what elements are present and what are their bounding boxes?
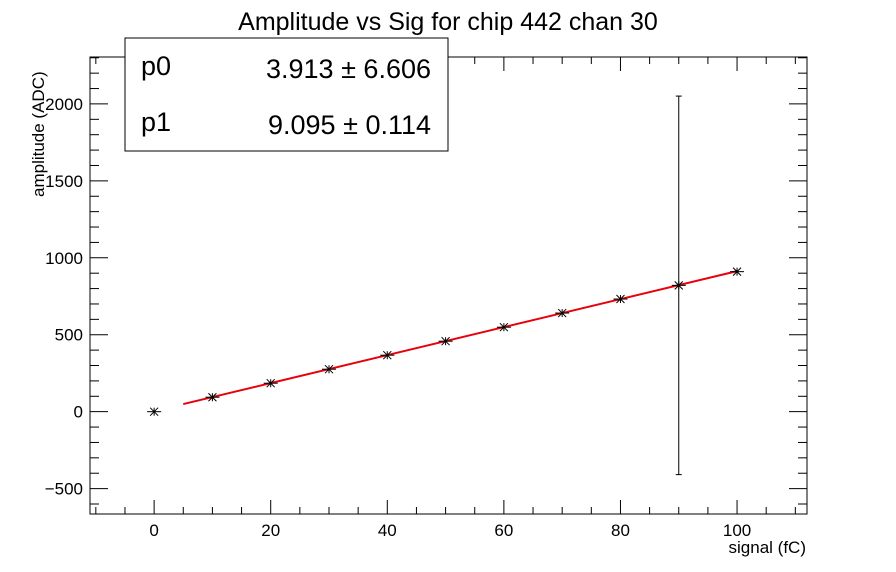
x-tick-label: 80 — [611, 521, 630, 540]
data-point — [322, 364, 336, 374]
data-point — [438, 336, 453, 346]
stats-pm-symbol: ± — [343, 110, 358, 140]
stats-box: p0 3.913 ± 6.606 p1 9.095 ± 0.114 — [124, 37, 449, 152]
y-axis-label: amplitude (ADC) — [29, 71, 48, 197]
y-tick-label: 0 — [74, 403, 83, 422]
data-point — [496, 322, 511, 332]
x-tick-label: 100 — [723, 521, 751, 540]
data-point — [613, 294, 628, 304]
y-tick-label: 500 — [55, 326, 83, 345]
stats-value-number: 3.913 — [266, 54, 334, 84]
data-point — [671, 95, 686, 476]
data-point — [555, 308, 570, 318]
data-point — [263, 378, 278, 388]
stats-value-number: 9.095 — [268, 110, 336, 140]
data-point — [730, 267, 745, 277]
stats-name: p1 — [141, 107, 171, 137]
x-tick-label: 40 — [378, 521, 397, 540]
fit-line — [183, 270, 738, 406]
stats-pm-symbol: ± — [341, 54, 356, 84]
x-tick-label: 20 — [261, 521, 280, 540]
x-tick-label: 0 — [149, 521, 158, 540]
y-tick-label: 1000 — [45, 249, 83, 268]
data-point — [380, 350, 395, 360]
x-axis-label: signal (fC) — [729, 538, 806, 557]
stats-error-number: 6.606 — [363, 54, 431, 84]
stats-name: p0 — [141, 51, 171, 81]
stats-value: 3.913 ± 6.606 — [266, 54, 431, 84]
stats-error-number: 0.114 — [365, 110, 431, 140]
data-point — [147, 407, 162, 417]
chart-title: Amplitude vs Sig for chip 442 chan 30 — [238, 8, 658, 36]
x-tick-label: 60 — [494, 521, 513, 540]
data-point — [205, 392, 220, 402]
y-tick-label: 2000 — [45, 95, 83, 114]
y-tick-label: 1500 — [45, 172, 83, 191]
data-points — [147, 95, 745, 476]
y-tick-label: −500 — [45, 480, 83, 499]
stats-box-frame — [124, 37, 449, 152]
stats-value: 9.095 ± 0.114 — [268, 110, 431, 140]
